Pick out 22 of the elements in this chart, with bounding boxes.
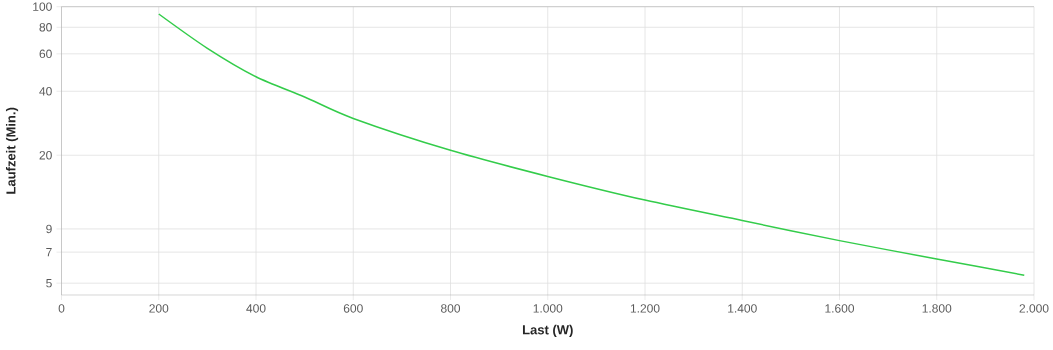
y-tick-label: 5 (46, 279, 52, 288)
y-tick-label: 20 (39, 151, 52, 160)
y-tick-label: 100 (33, 2, 52, 11)
x-tick-label: 1.800 (922, 304, 952, 313)
x-tick-label: 1.000 (533, 304, 563, 313)
y-tick-label: 60 (39, 49, 52, 59)
line-series (158, 13, 1026, 276)
x-axis-title: Last (W) (522, 324, 573, 337)
y-axis-title: Laufzeit (Min.) (5, 107, 19, 194)
x-tick-label: 1.200 (630, 304, 660, 313)
x-tick-label: 2.000 (1019, 304, 1049, 313)
y-tick-label: 9 (46, 224, 52, 234)
x-tick-label: 1.600 (825, 304, 855, 313)
x-tick-label: 200 (149, 304, 169, 313)
x-tick-label: 600 (343, 304, 363, 313)
y-tick-label: 7 (46, 248, 52, 257)
x-tick-label: 400 (246, 304, 266, 313)
x-tick-label: 0 (58, 304, 65, 313)
x-tick-label: 1.400 (728, 304, 757, 313)
y-tick-label: 40 (39, 87, 52, 96)
x-tick-label: 800 (441, 304, 461, 313)
y-tick-label: 80 (39, 23, 52, 32)
